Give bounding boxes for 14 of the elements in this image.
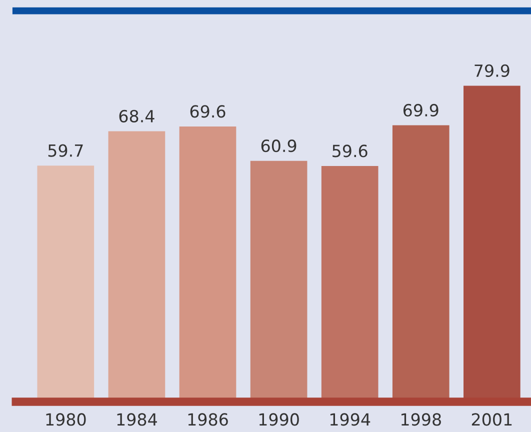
x-tick-label: 2001: [472, 413, 512, 426]
data-label: 68.4: [119, 110, 154, 122]
data-label: 59.6: [332, 144, 368, 158]
x-tick-label: 1998: [402, 413, 441, 426]
x-tick-label: 1986: [188, 413, 228, 426]
data-label: 79.9: [474, 64, 510, 77]
x-tick-label: 1994: [330, 413, 370, 426]
data-label: 69.6: [190, 105, 226, 118]
data-label: 69.9: [403, 104, 438, 117]
data-label: 59.7: [48, 144, 83, 157]
x-tick-label: 1984: [117, 413, 157, 426]
x-tick-label: 1980: [46, 413, 86, 426]
x-tick-label: 1990: [259, 413, 299, 426]
data-label: 60.9: [261, 140, 296, 152]
